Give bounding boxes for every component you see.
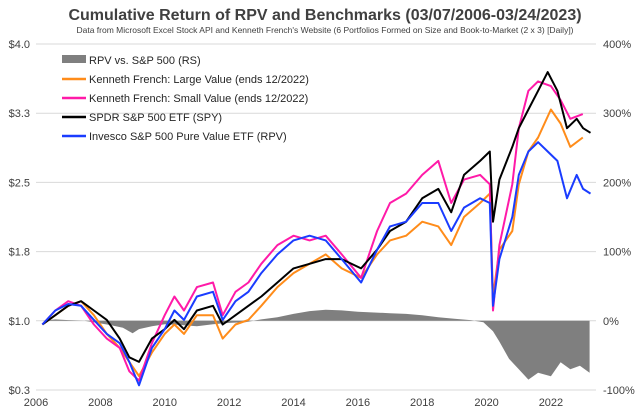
y-right-tick-label: 300% bbox=[603, 108, 631, 120]
legend-label: Kenneth French: Small Value (ends 12/202… bbox=[89, 93, 308, 105]
legend-label: Invesco S&P 500 Pure Value ETF (RPV) bbox=[89, 131, 287, 143]
x-tick-label: 2008 bbox=[88, 397, 112, 409]
y-right-tick-label: -100% bbox=[603, 385, 635, 397]
x-tick-label: 2016 bbox=[346, 397, 370, 409]
y-left-tick-label: $1.8 bbox=[9, 247, 30, 259]
x-tick-label: 2014 bbox=[281, 397, 305, 409]
x-tick-label: 2012 bbox=[217, 397, 241, 409]
lines-layer bbox=[41, 71, 592, 387]
axis-layer: $0.3 $1.0 $1.8 $2.5 $3.3 $4.0 -100% 0% 100% 200% 3… bbox=[9, 39, 635, 409]
x-tick-label: 2022 bbox=[539, 397, 563, 409]
x-tick-label: 2010 bbox=[152, 397, 176, 409]
y-left-tick-label: $1.0 bbox=[9, 316, 30, 328]
y-right-tick-label: 400% bbox=[603, 39, 631, 51]
series-3-line bbox=[41, 71, 592, 363]
legend-label: RPV vs. S&P 500 (RS) bbox=[89, 55, 201, 67]
legend-label: SPDR S&P 500 ETF (SPY) bbox=[89, 112, 222, 124]
y-left-tick-label: $0.3 bbox=[9, 385, 30, 397]
y-left-tick-label: $2.5 bbox=[9, 177, 30, 189]
y-left-tick-label: $4.0 bbox=[9, 39, 30, 51]
legend-swatch bbox=[62, 55, 86, 63]
legend-label: Kenneth French: Large Value (ends 12/202… bbox=[89, 74, 309, 86]
x-tick-label: 2018 bbox=[410, 397, 434, 409]
legend: RPV vs. S&P 500 (RS) Kenneth French: Larg… bbox=[62, 55, 309, 143]
y-right-tick-label: 200% bbox=[603, 177, 631, 189]
area-layer bbox=[42, 309, 590, 380]
y-right-tick-label: 100% bbox=[603, 247, 631, 259]
y-left-tick-label: $3.3 bbox=[9, 108, 30, 120]
relative-strength-area bbox=[42, 309, 590, 380]
y-right-tick-label: 0% bbox=[603, 316, 619, 328]
series-4-line bbox=[41, 141, 592, 387]
x-tick-label: 2020 bbox=[474, 397, 498, 409]
x-tick-label: 2006 bbox=[24, 397, 48, 409]
chart-subtitle: Data from Microsoft Excel Stock API and … bbox=[76, 25, 573, 35]
chart-title: Cumulative Return of RPV and Benchmarks … bbox=[68, 7, 581, 24]
